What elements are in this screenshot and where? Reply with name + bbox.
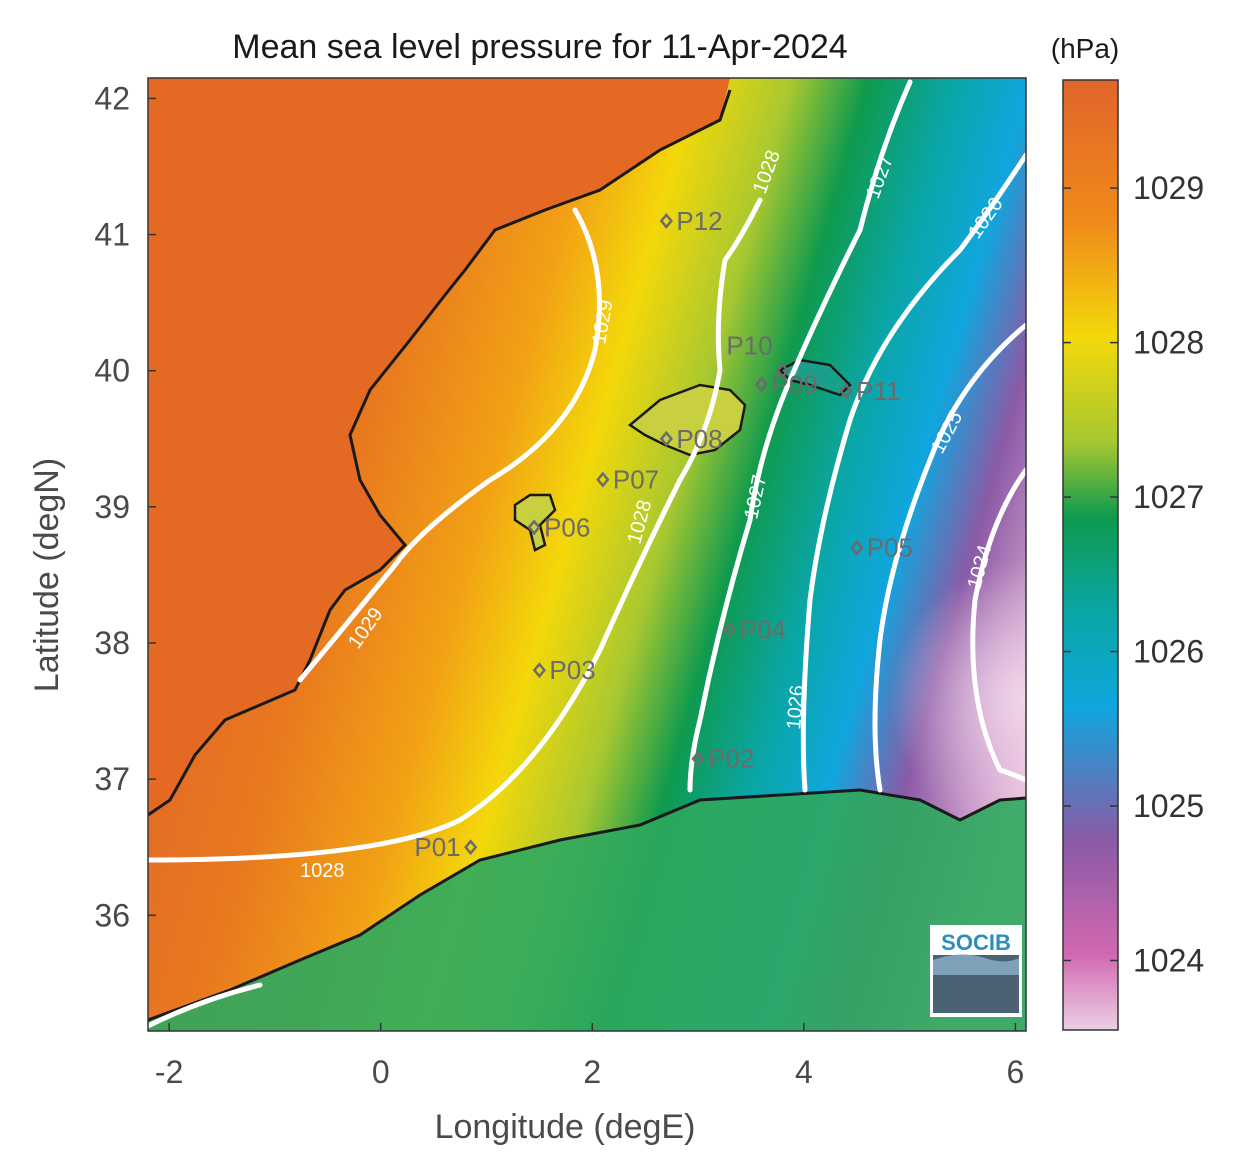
mallorca-island — [627, 383, 747, 457]
station-label: P12 — [676, 206, 722, 236]
station-marker — [723, 621, 737, 638]
x-tick-label: -2 — [155, 1054, 183, 1090]
station-marker — [464, 839, 478, 856]
isobar-1029 — [297, 207, 602, 683]
y-tick-label: 40 — [94, 353, 130, 389]
station-label: P04 — [740, 614, 786, 644]
isobar-1026 — [800, 152, 1026, 793]
isobars — [148, 79, 1026, 1029]
station-label: P05 — [867, 533, 913, 563]
plot-area: 1029 1029 1028 1028 1028 1027 1027 1026 … — [148, 78, 1026, 1031]
x-tick-label: 0 — [372, 1054, 390, 1090]
station-marker — [659, 212, 673, 229]
x-tick-label: 6 — [1007, 1054, 1025, 1090]
station-marker — [596, 471, 610, 488]
isobar-1025 — [872, 322, 1026, 793]
x-axis-ticks: -2 0 2 4 6 — [155, 1023, 1024, 1090]
plot-frame — [147, 77, 1027, 1032]
station-marker — [850, 539, 864, 556]
colorbar-unit-label: (hPa) — [1051, 33, 1119, 64]
socib-logo: SOCIB — [930, 925, 1022, 1017]
colorbar-tick-label: 1029 — [1133, 170, 1204, 206]
station-label: P06 — [544, 512, 590, 542]
y-axis-label: Latitude (degN) — [28, 458, 66, 692]
x-tick-label: 2 — [583, 1054, 601, 1090]
iberia-coastline — [148, 89, 732, 817]
isobar-1028-south — [148, 982, 263, 1029]
africa-land — [148, 790, 1026, 1031]
station-marker — [754, 376, 769, 393]
contour-label: 1028 — [300, 860, 345, 882]
y-tick-label: 42 — [94, 80, 130, 116]
isobar-1024 — [970, 467, 1026, 783]
colorbar-ticks: 1029 1028 1027 1026 1025 1024 — [1063, 170, 1204, 978]
y-tick-label: 38 — [94, 625, 130, 661]
chart-title: Mean sea level pressure for 11-Apr-2024 — [232, 28, 847, 66]
x-axis-label: Longitude (degE) — [435, 1108, 696, 1146]
isobar-1027 — [687, 79, 913, 793]
y-axis-ticks: 42 41 40 39 38 37 36 — [94, 80, 156, 933]
station-marker — [527, 519, 541, 536]
colorbar: (hPa) 1029 1028 1027 1026 1025 1024 — [1051, 33, 1204, 1031]
station-label: P11 — [856, 376, 900, 406]
y-tick-label: 41 — [94, 217, 130, 253]
station-label: P10 — [726, 331, 772, 361]
colorbar-tick-label: 1024 — [1133, 942, 1204, 978]
station-label: P01 — [414, 832, 460, 862]
africa-coastline — [148, 788, 1026, 1022]
contour-label: 1026 — [783, 684, 809, 730]
y-tick-label: 37 — [94, 761, 130, 797]
y-tick-label: 39 — [94, 489, 130, 525]
colorbar-tick-label: 1027 — [1133, 479, 1204, 515]
colorbar-tick-label: 1025 — [1133, 788, 1204, 824]
station-marker — [659, 430, 673, 447]
station-label: P07 — [613, 465, 659, 495]
colorbar-tick-label: 1026 — [1133, 634, 1204, 670]
station-marker — [691, 750, 705, 767]
colorbar-gradient — [1062, 79, 1119, 1031]
iberia-land — [148, 78, 730, 815]
x-tick-label: 4 — [795, 1054, 813, 1090]
pink-low-center — [890, 560, 1026, 840]
station-label: P08 — [676, 424, 722, 454]
station-label: P09 — [772, 369, 818, 399]
station-marker — [776, 362, 790, 379]
y-tick-label: 36 — [94, 897, 130, 933]
station-label: P03 — [549, 655, 595, 685]
station-label: P02 — [708, 744, 754, 774]
station-marker — [839, 383, 853, 400]
isobar-1028 — [148, 197, 763, 863]
socib-logo-text: SOCIB — [941, 930, 1011, 955]
station-marker — [532, 662, 547, 679]
colorbar-tick-label: 1028 — [1133, 325, 1204, 361]
